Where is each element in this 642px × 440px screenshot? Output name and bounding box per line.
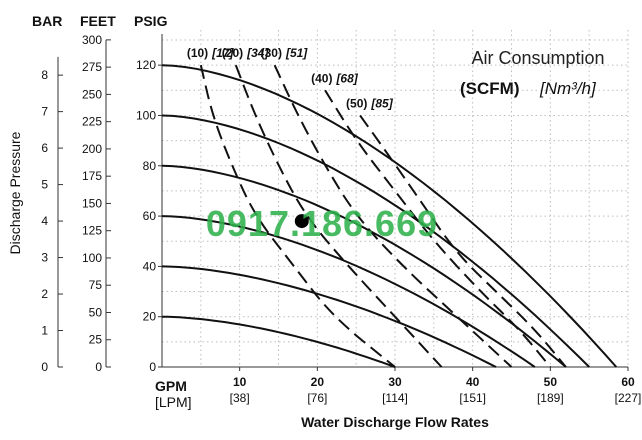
- x-axis-label: Water Discharge Flow Rates: [301, 414, 489, 430]
- x-tick-label-lpm: [151]: [459, 391, 486, 405]
- x-tick-label: 10: [233, 375, 247, 389]
- feet-tick-label: 150: [82, 196, 102, 210]
- air-curve-50: [359, 114, 567, 368]
- air-curve-nm3h-label: [85]: [370, 96, 393, 110]
- psig-tick-label: 40: [143, 259, 157, 273]
- pressure-curve-40psig: [161, 265, 497, 368]
- x-tick-label-lpm: [38]: [230, 391, 250, 405]
- air-curve-nm3h-label: [17]: [211, 46, 234, 60]
- x-tick-label: 20: [311, 375, 325, 389]
- air-curve-nm3h-label: [34]: [246, 46, 269, 60]
- air-curve-scfm-label: (30): [261, 46, 282, 60]
- air-curve-nm3h-label: [51]: [285, 46, 308, 60]
- air-curve-label: (30) [51]: [261, 46, 309, 60]
- feet-tick-label: 175: [82, 169, 102, 183]
- bar-tick-label: 7: [41, 105, 48, 119]
- pressure-curve-120psig: [161, 64, 618, 368]
- feet-tick-label: 225: [82, 115, 102, 129]
- psig-tick-label: 120: [136, 58, 156, 72]
- grid: [162, 30, 629, 367]
- air-curve-scfm-label: (40): [311, 71, 332, 85]
- x-tick-label-lpm: [227]: [615, 391, 642, 405]
- x-unit-gpm: GPM: [155, 378, 187, 394]
- air-curve-scfm-label: (10): [187, 46, 208, 60]
- psig-tick-label: 60: [143, 209, 157, 223]
- psig-tick-label: 80: [143, 159, 157, 173]
- feet-tick-label: 75: [89, 278, 103, 292]
- x-tick-label-lpm: [76]: [307, 391, 327, 405]
- pressure-curve-100psig: [161, 114, 590, 368]
- x-tick-label: 30: [388, 375, 402, 389]
- pressure-curve-80psig: [161, 164, 567, 368]
- feet-tick-label: 100: [82, 251, 102, 265]
- bar-tick-label: 3: [41, 251, 48, 265]
- air-curve-40: [324, 89, 552, 368]
- x-tick-label-lpm: [189]: [537, 391, 564, 405]
- bar-tick-label: 6: [41, 141, 48, 155]
- feet-header: FEET: [80, 13, 116, 29]
- psig-tick-label: 100: [136, 108, 156, 122]
- bar-tick-label: 5: [41, 178, 48, 192]
- air-curve-nm3h-label: [68]: [335, 71, 358, 85]
- bar-header: BAR: [32, 13, 62, 29]
- pressure-curve-60psig: [161, 215, 536, 368]
- feet-tick-label: 50: [89, 305, 103, 319]
- bar-tick-label: 1: [41, 324, 48, 338]
- psig-tick-label: 20: [143, 310, 157, 324]
- x-tick-label: 40: [466, 375, 480, 389]
- air-curve-scfm-label: (20): [222, 46, 243, 60]
- feet-tick-label: 275: [82, 60, 102, 74]
- feet-tick-label: 25: [89, 333, 103, 347]
- air-curve-10: [199, 64, 396, 368]
- y-axis-label: Discharge Pressure: [7, 131, 23, 254]
- chart-subtitle-nm3h: [Nm³/h]: [539, 79, 597, 98]
- bar-tick-label: 8: [41, 68, 48, 82]
- feet-tick-label: 250: [82, 87, 102, 101]
- pressure-curve-20psig: [161, 315, 396, 368]
- chart-subtitle-scfm: (SCFM): [460, 79, 519, 98]
- bar-tick-label: 2: [41, 287, 48, 301]
- x-tick-label: 50: [544, 375, 558, 389]
- air-curve-label: (40) [68]: [311, 71, 359, 85]
- air-curve-30: [273, 64, 513, 368]
- bar-tick-label: 4: [41, 214, 48, 228]
- chart-title: Air Consumption: [471, 48, 604, 68]
- air-curve-label: (50) [85]: [346, 96, 394, 110]
- x-unit-lpm: [LPM]: [155, 394, 192, 410]
- air-curve-20: [234, 64, 443, 368]
- air-curve-scfm-label: (50): [346, 96, 367, 110]
- air-curve-label: (10) [17]: [187, 46, 235, 60]
- bar-tick-label: 0: [41, 360, 48, 374]
- feet-tick-label: 125: [82, 224, 102, 238]
- x-tick-label: 60: [621, 375, 635, 389]
- watermark: 0917.186.669: [206, 203, 438, 244]
- operating-point-marker: [294, 214, 309, 229]
- psig-tick-label: 0: [149, 360, 156, 374]
- series: (10) [17](20) [34](30) [51](40) [68] (50) [85]: [161, 46, 618, 368]
- feet-tick-label: 300: [82, 33, 102, 47]
- x-tick-label-lpm: [114]: [382, 391, 408, 405]
- feet-tick-label: 200: [82, 142, 102, 156]
- air-curve-label: (20) [34]: [222, 46, 270, 60]
- psig-header: PSIG: [134, 13, 168, 29]
- feet-tick-label: 0: [95, 360, 102, 374]
